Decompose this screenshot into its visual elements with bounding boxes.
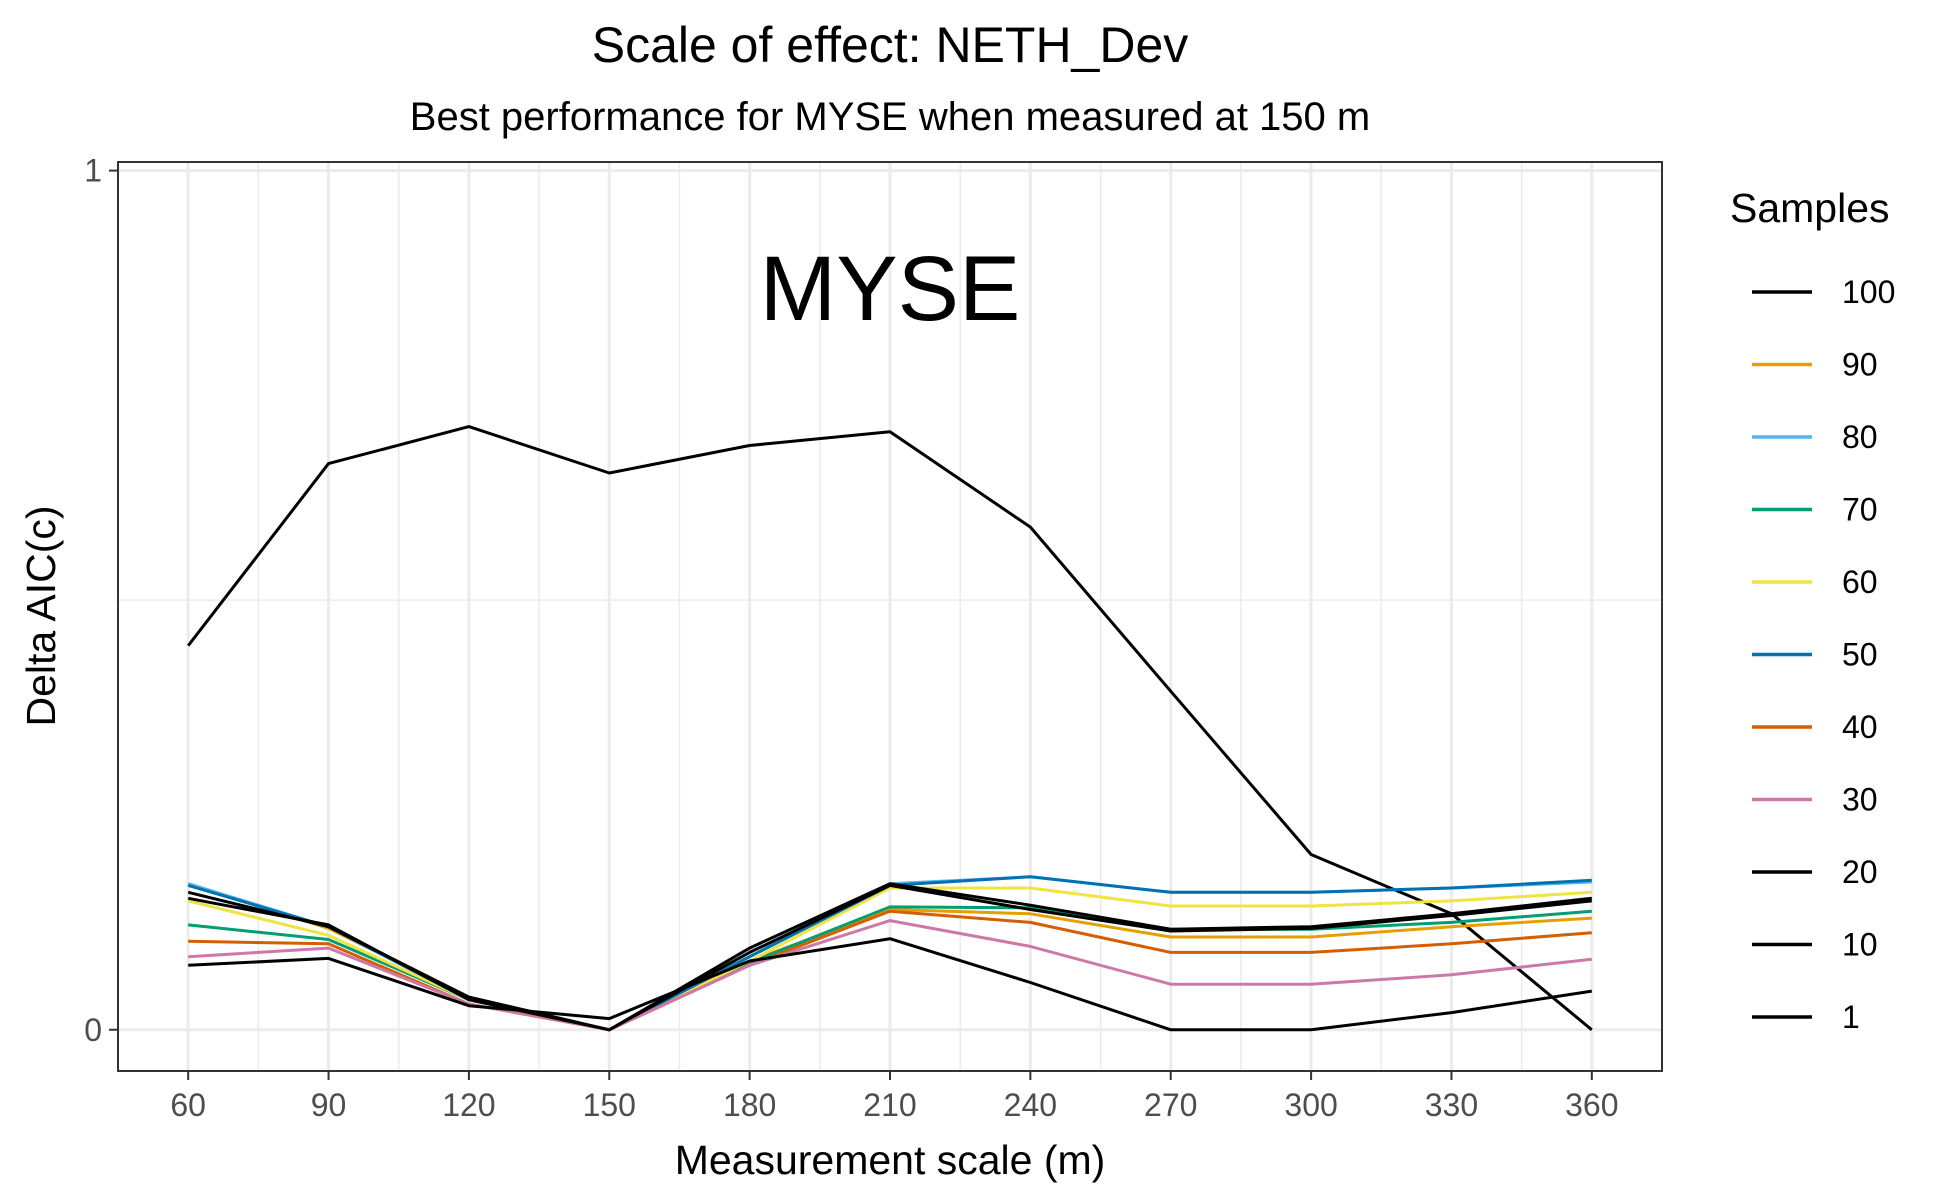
grid (118, 162, 1662, 1071)
y-tick-label: 1 (84, 153, 102, 189)
legend-item-40: 40 (1752, 709, 1878, 745)
legend-item-70: 70 (1752, 492, 1878, 528)
legend-item-60: 60 (1752, 564, 1878, 600)
y-tick-label: 0 (84, 1012, 102, 1048)
x-tick-label: 300 (1284, 1087, 1337, 1123)
chart-title: Scale of effect: NETH_Dev (592, 17, 1189, 73)
legend-label: 1 (1842, 999, 1860, 1035)
x-axis-title: Measurement scale (m) (675, 1137, 1106, 1183)
legend-item-80: 80 (1752, 419, 1878, 455)
legend-label: 10 (1842, 927, 1878, 963)
legend-label: 40 (1842, 709, 1878, 745)
legend-item-30: 30 (1752, 782, 1878, 818)
x-axis: 60 90 120 150 180 210 240 270 300 330 360 (170, 1071, 1619, 1123)
x-tick-label: 60 (170, 1087, 206, 1123)
x-tick-label: 240 (1004, 1087, 1057, 1123)
y-axis-title: Delta AIC(c) (18, 506, 64, 727)
legend-label: 100 (1842, 274, 1895, 310)
x-tick-label: 90 (311, 1087, 347, 1123)
chart-annotation: MYSE (760, 238, 1021, 340)
plot-area: MYSE (117, 161, 1663, 1072)
x-tick-label: 150 (583, 1087, 636, 1123)
series-line-100 (187, 425, 1593, 1031)
legend-label: 30 (1842, 782, 1878, 818)
legend-label: 70 (1842, 492, 1878, 528)
legend-label: 60 (1842, 564, 1878, 600)
legend-label: 20 (1842, 854, 1878, 890)
series-line-30 (188, 919, 1592, 1032)
legend-item-10: 10 (1752, 927, 1878, 963)
legend-item-1: 1 (1752, 999, 1860, 1035)
legend-label: 50 (1842, 637, 1878, 673)
series-line-60 (187, 886, 1592, 1032)
legend-item-90: 90 (1752, 347, 1878, 383)
series-line-10 (187, 883, 1592, 1032)
legend-item-20: 20 (1752, 854, 1878, 890)
legend-label: 80 (1842, 419, 1878, 455)
x-tick-label: 120 (442, 1087, 495, 1123)
legend-title: Samples (1730, 185, 1890, 231)
legend-items: 100 90 80 70 60 50 40 30 20 10 1 (1752, 274, 1895, 1035)
x-tick-label: 330 (1425, 1087, 1478, 1123)
y-axis: 01 (84, 153, 118, 1048)
x-tick-label: 210 (863, 1087, 916, 1123)
x-tick-label: 270 (1144, 1087, 1197, 1123)
x-tick-label: 360 (1565, 1087, 1618, 1123)
chart-subtitle: Best performance for MYSE when measured … (410, 95, 1370, 139)
legend-label: 90 (1842, 347, 1878, 383)
legend-item-50: 50 (1752, 637, 1878, 673)
x-tick-label: 180 (723, 1087, 776, 1123)
legend-item-100: 100 (1752, 274, 1895, 310)
legend: Samples 100 90 80 70 60 50 40 30 20 10 1 (1730, 185, 1895, 1035)
series-line-1 (188, 937, 1593, 1032)
series-layer (187, 425, 1593, 1032)
